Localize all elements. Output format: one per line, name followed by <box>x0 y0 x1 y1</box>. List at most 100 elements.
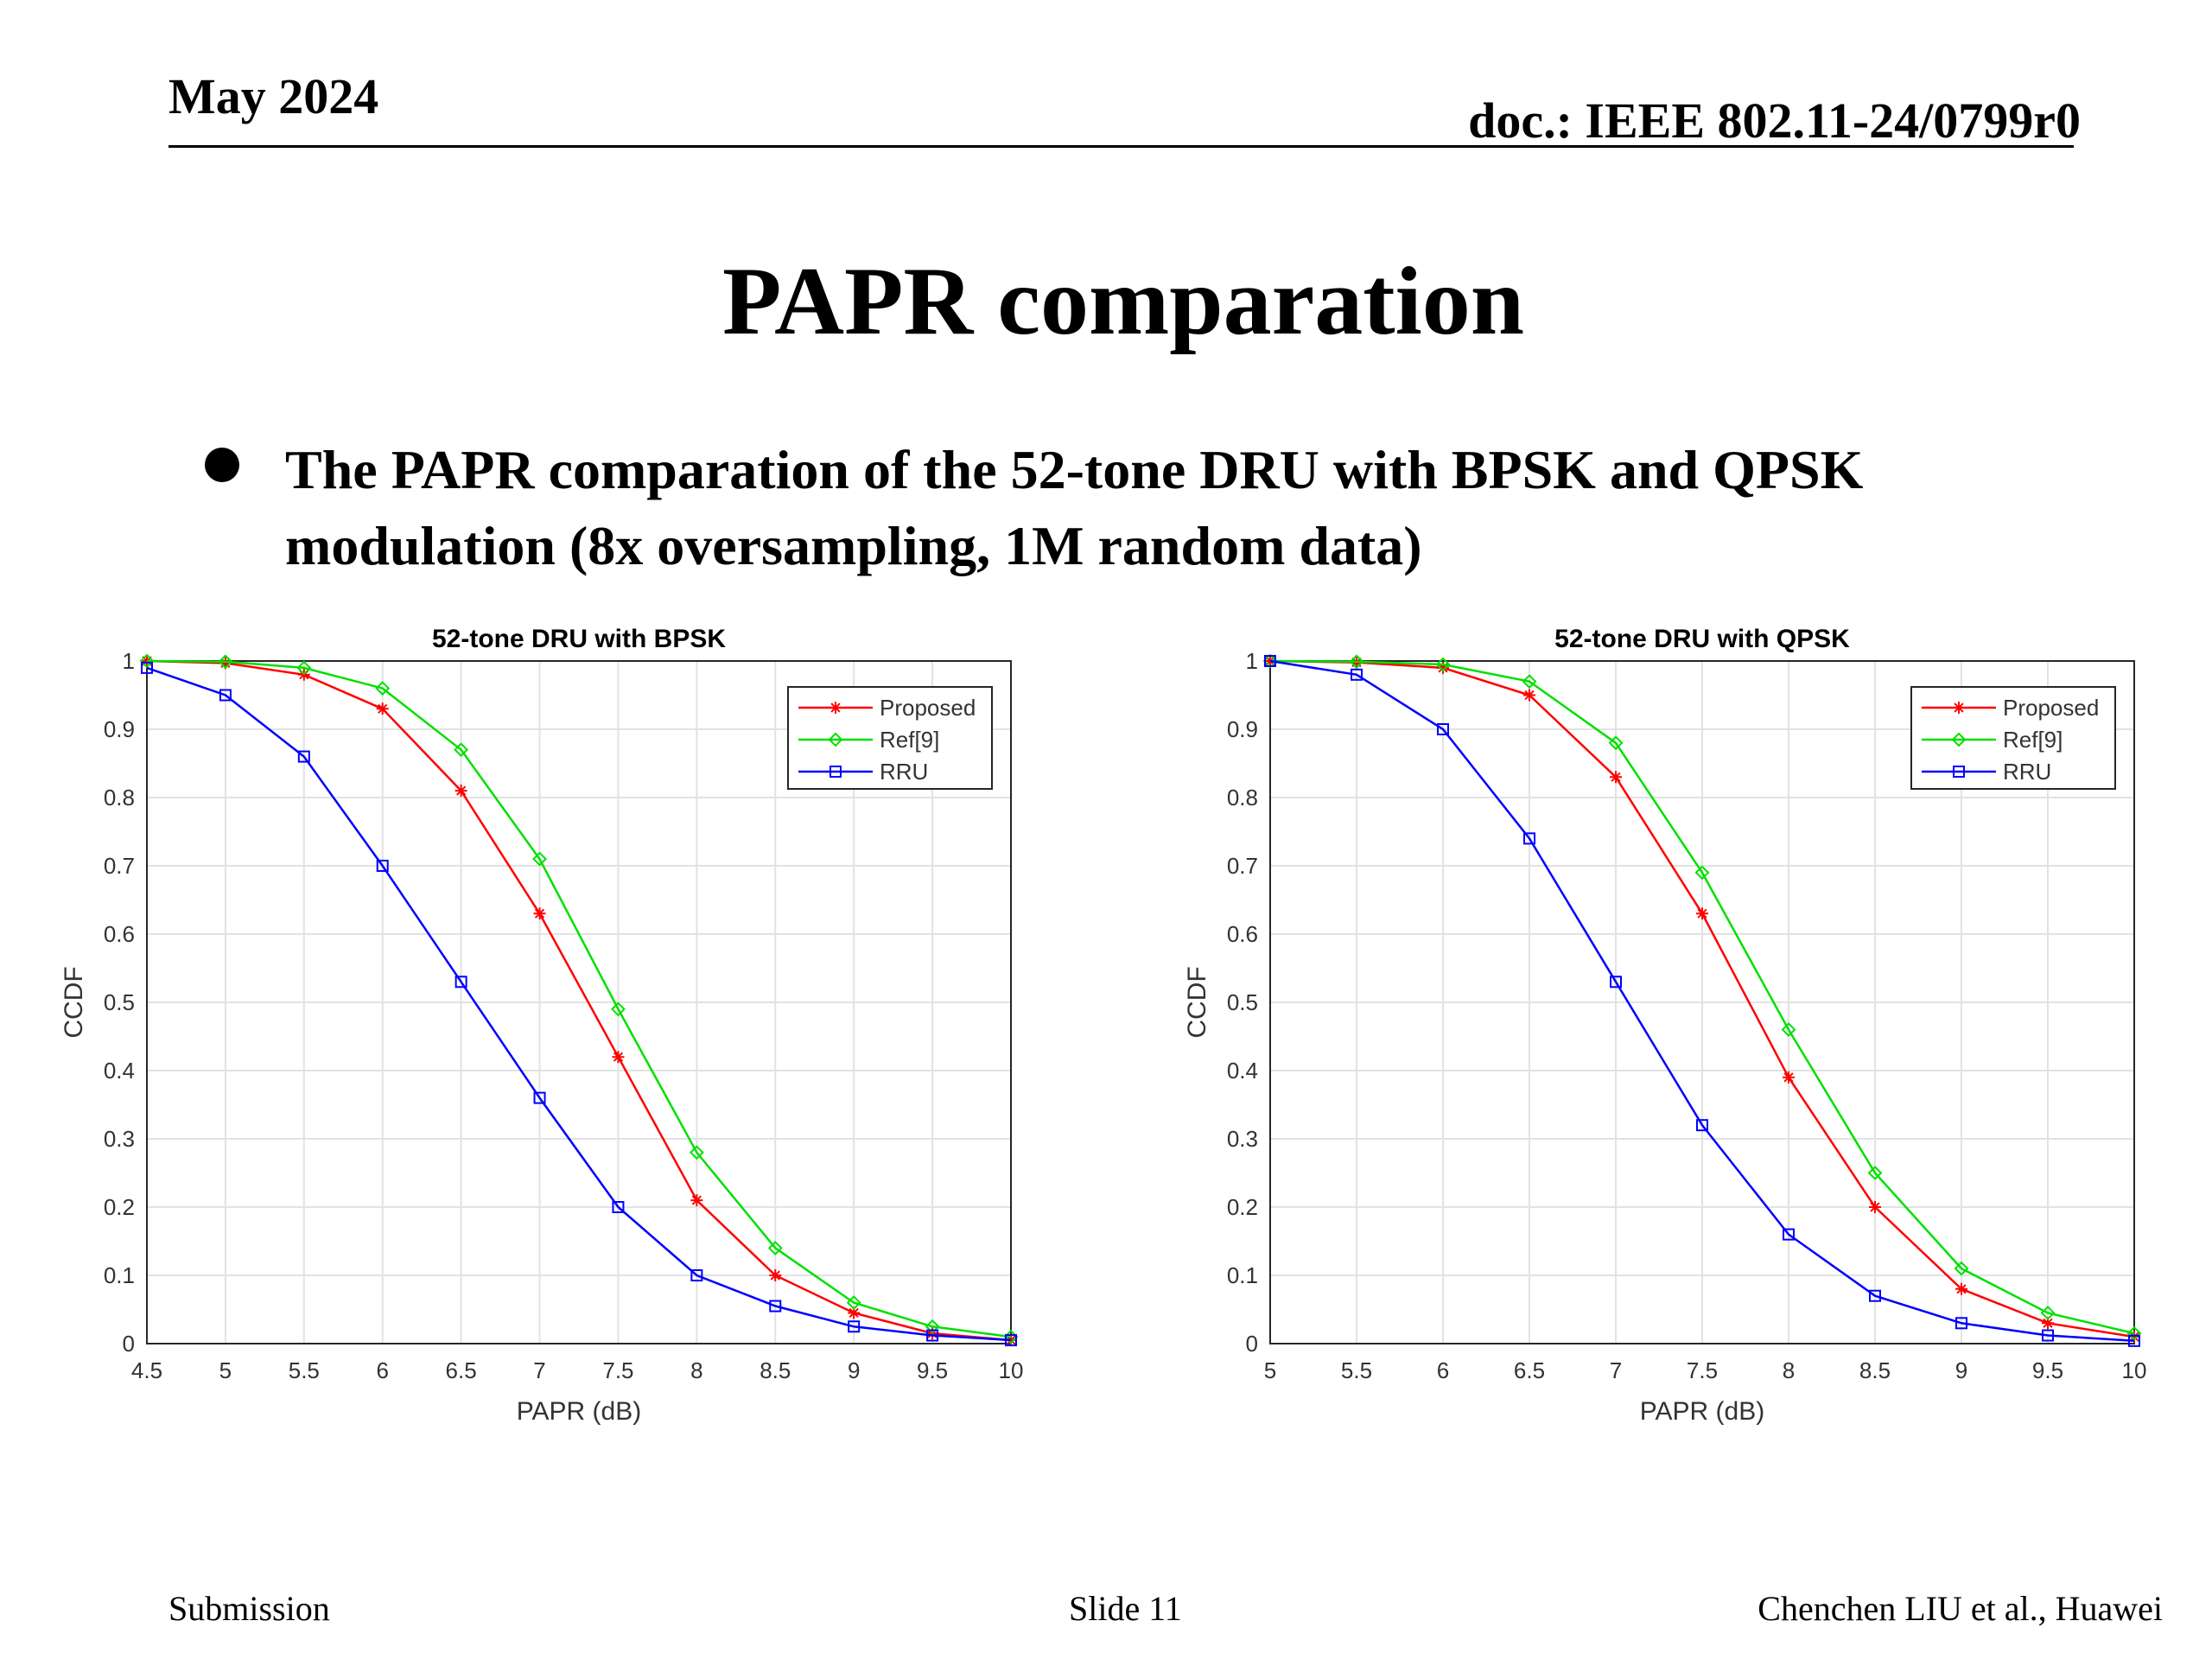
data-point-proposed <box>1005 1334 1017 1347</box>
data-point-ref-9 <box>375 681 391 696</box>
data-point-ref-9 <box>1781 1022 1796 1038</box>
data-point-rru <box>454 976 467 988</box>
x-tick-label: 7.5 <box>1687 1357 1718 1383</box>
legend-marker-proposed <box>1953 702 1965 714</box>
x-tick-label: 8.5 <box>1859 1357 1891 1383</box>
data-point-proposed <box>219 657 232 670</box>
data-point-rru <box>1783 1228 1795 1241</box>
data-point-rru <box>612 1201 625 1213</box>
legend-label-proposed: Proposed <box>880 695 976 721</box>
y-tick-label: 0.7 <box>1227 853 1258 879</box>
y-axis-label: CCDF <box>1183 966 1211 1038</box>
chart-qpsk: 5 5.5 6 6.5 7 7.5 8 8.5 9 9.5 10 0 0.1 0.2 0.3 0.4 0.5 0.… <box>1171 605 2212 1469</box>
data-point-proposed <box>848 1306 861 1319</box>
data-point-ref-9 <box>1435 657 1451 672</box>
legend-label-rru: RRU <box>2003 759 2051 785</box>
data-point-ref-9 <box>611 1001 626 1017</box>
x-tick-label: 5 <box>219 1357 232 1383</box>
y-tick-label: 0.6 <box>1227 921 1258 947</box>
y-tick-label: 0 <box>1246 1331 1258 1357</box>
bullet-dot <box>205 448 239 482</box>
series-line-proposed <box>146 659 1012 1342</box>
data-point-rru <box>1264 655 1276 667</box>
legend-label-rru: RRU <box>880 759 928 785</box>
data-point-rru <box>533 1091 546 1104</box>
legend-marker-ref-9 <box>1951 732 1967 747</box>
x-tick-label: 6.5 <box>446 1357 477 1383</box>
data-point-proposed <box>1869 1201 1881 1213</box>
legend-marker-proposed <box>830 702 842 714</box>
data-point-rru <box>769 1300 782 1313</box>
data-point-ref-9 <box>925 1319 940 1334</box>
header-divider <box>168 145 2074 148</box>
x-tick-label: 8 <box>1783 1357 1795 1383</box>
chart-bpsk: 4.5 5 5.5 6 6.5 7 7.5 8 8.5 9 9.5 10 0 0.1 0.2 0.3 0.4 0.… <box>48 605 1119 1469</box>
data-point-proposed <box>533 907 546 920</box>
plot-frame <box>1269 660 2135 1344</box>
slide-title: PAPR comparation <box>722 248 1524 355</box>
legend-marker-rru <box>1953 766 1965 778</box>
data-point-proposed <box>1610 771 1622 784</box>
data-point-ref-9 <box>2040 1306 2056 1320</box>
footer-author: Chenchen LIU et al., Huawei <box>1758 1589 2163 1628</box>
footer-slide-number: Slide 11 <box>1069 1589 1182 1628</box>
x-axis-label: PAPR (dB) <box>1640 1397 1764 1426</box>
data-point-proposed <box>1523 689 1535 702</box>
chart-title: 52-tone DRU with QPSK <box>1554 625 1850 653</box>
chart-qpsk-svg: 5 5.5 6 6.5 7 7.5 8 8.5 9 9.5 10 0 0.1 0.2 0.3 0.4 0.5 0.… <box>1183 625 2147 1426</box>
x-tick-label: 5.5 <box>289 1357 320 1383</box>
data-point-rru <box>376 860 389 872</box>
x-tick-label: 6.5 <box>1514 1357 1545 1383</box>
y-tick-label: 0.2 <box>1227 1194 1258 1220</box>
data-point-rru <box>1696 1119 1708 1132</box>
y-tick-label: 1 <box>1246 648 1258 674</box>
y-axis-label: CCDF <box>60 966 88 1038</box>
data-point-ref-9 <box>1694 865 1710 880</box>
x-tick-label: 6 <box>1437 1357 1449 1383</box>
series-line-rru <box>146 666 1012 1342</box>
data-point-rru <box>690 1269 703 1281</box>
data-point-rru <box>2042 1329 2054 1342</box>
legend-label-ref-9: Ref[9] <box>880 727 939 753</box>
data-point-rru <box>297 750 310 763</box>
legend-label-ref-9: Ref[9] <box>2003 727 2063 753</box>
x-tick-label: 10 <box>2122 1357 2147 1383</box>
data-point-proposed <box>141 655 153 667</box>
data-point-proposed <box>2042 1317 2054 1330</box>
y-tick-label: 0.4 <box>104 1058 135 1084</box>
data-point-rru <box>1869 1289 1881 1302</box>
x-tick-label: 6 <box>376 1357 388 1383</box>
y-tick-label: 0.1 <box>104 1262 135 1288</box>
data-point-ref-9 <box>218 654 233 670</box>
data-point-ref-9 <box>1522 674 1537 690</box>
y-tick-label: 0.9 <box>1227 716 1258 742</box>
y-tick-label: 0.4 <box>1227 1058 1258 1084</box>
x-tick-label: 9.5 <box>2032 1357 2063 1383</box>
data-point-proposed <box>454 785 467 798</box>
x-tick-label: 8 <box>690 1357 702 1383</box>
chart-bpsk-svg: 4.5 5 5.5 6 6.5 7 7.5 8 8.5 9 9.5 10 0 0.1 0.2 0.3 0.4 0.… <box>60 625 1023 1426</box>
legend-marker-ref-9 <box>828 732 843 747</box>
y-tick-label: 0.7 <box>104 853 135 879</box>
x-tick-label: 4.5 <box>131 1357 162 1383</box>
header-doc-id: doc.: IEEE 802.11-24/0799r0 <box>1468 92 2081 149</box>
data-point-rru <box>1005 1334 1017 1347</box>
data-point-ref-9 <box>1608 735 1624 751</box>
legend-marker-rru <box>830 766 842 778</box>
y-tick-label: 0.9 <box>104 716 135 742</box>
data-point-rru <box>1523 832 1535 845</box>
data-point-proposed <box>1955 1282 1967 1295</box>
data-point-ref-9 <box>139 653 155 669</box>
y-tick-label: 0.5 <box>1227 989 1258 1015</box>
footer-submission: Submission <box>168 1589 330 1628</box>
data-point-proposed <box>612 1051 625 1064</box>
data-point-ref-9 <box>1349 654 1364 670</box>
y-tick-label: 0.2 <box>104 1194 135 1220</box>
x-tick-label: 7 <box>1610 1357 1622 1383</box>
y-tick-label: 0.3 <box>104 1126 135 1152</box>
data-point-ref-9 <box>689 1145 704 1160</box>
bullet-text: The PAPR comparation of the 52-tone DRU … <box>285 439 1864 576</box>
y-tick-label: 0.8 <box>1227 785 1258 810</box>
data-point-rru <box>1437 723 1449 735</box>
y-tick-label: 0 <box>123 1331 135 1357</box>
